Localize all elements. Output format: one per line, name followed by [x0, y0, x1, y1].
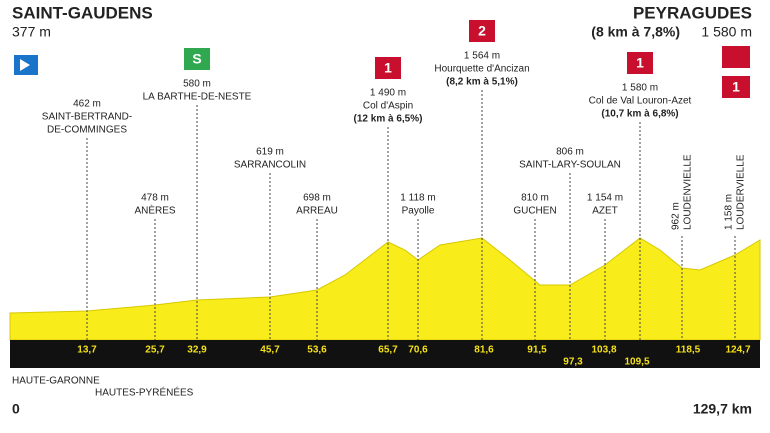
- sprint-icon: [184, 48, 210, 70]
- waypoint-name: LOUDENVIELLE: [683, 154, 694, 230]
- waypoint-name: AZET: [592, 206, 618, 217]
- waypoint-altitude: 1 580 m: [622, 83, 658, 94]
- km-mark: 91,5: [527, 345, 547, 356]
- km-mark: 45,7: [260, 345, 280, 356]
- finish-category: 1: [732, 79, 740, 95]
- waypoint-climb: (12 km à 6,5%): [354, 114, 423, 125]
- waypoint-label: 962 m LOUDENVIELLE: [671, 154, 694, 230]
- climb-category: 2: [478, 23, 486, 39]
- waypoint-altitude: 806 m: [556, 147, 584, 158]
- km-mark: 53,6: [307, 345, 327, 356]
- waypoint-name: SAINT-BERTRAND-: [42, 112, 132, 123]
- km-mark: 70,6: [408, 345, 428, 356]
- start-altitude: 377 m: [12, 24, 51, 40]
- start-km: 0: [12, 401, 20, 417]
- waypoint-name: DE-COMMINGES: [47, 125, 127, 136]
- km-mark: 118,5: [676, 345, 701, 356]
- km-mark: 32,9: [187, 345, 207, 356]
- elevation-profile: [9, 237, 761, 341]
- waypoint-name: ARREAU: [296, 206, 338, 217]
- waypoint-name: SARRANCOLIN: [234, 160, 306, 171]
- waypoint-climb: (8,2 km à 5,1%): [446, 77, 518, 88]
- start-name: SAINT-GAUDENS: [12, 3, 153, 22]
- waypoint-altitude: 1 490 m: [370, 88, 406, 99]
- km-mark: 103,8: [591, 345, 616, 356]
- waypoint-name: ANÈRES: [134, 204, 175, 217]
- climb-icon: [627, 52, 653, 74]
- start-arrow: [20, 59, 30, 71]
- waypoint-altitude: 1 118 m: [400, 193, 435, 204]
- climb-icon: [469, 20, 495, 42]
- waypoint-name: Col d'Aspin: [363, 101, 413, 112]
- region: HAUTE-GARONNE: [12, 376, 100, 387]
- waypoint-name: LA BARTHE-DE-NESTE: [143, 92, 252, 103]
- waypoint-name: LOUDERVIELLE: [736, 154, 747, 230]
- finish-altitude: 1 580 m: [701, 24, 752, 40]
- km-bar: [10, 340, 760, 368]
- climb-category: 1: [636, 55, 644, 71]
- km-mark: 97,3: [563, 357, 583, 368]
- waypoint-altitude: 810 m: [521, 193, 549, 204]
- finish-name: PEYRAGUDES: [633, 3, 752, 22]
- waypoint-altitude: 1 154 m: [587, 193, 623, 204]
- waypoint-label: 1 158 m LOUDERVIELLE: [724, 154, 747, 230]
- waypoint-name: Col de Val Louron-Azet: [589, 96, 692, 107]
- climb-icon: [375, 57, 401, 79]
- waypoint-altitude: 698 m: [303, 193, 331, 204]
- climb-category: 1: [384, 60, 392, 76]
- waypoint-altitude: 478 m: [141, 193, 169, 204]
- waypoint-name: Hourquette d'Ancizan: [434, 64, 529, 75]
- waypoint-altitude: 1 564 m: [464, 51, 500, 62]
- waypoint-name: GUCHEN: [513, 206, 556, 217]
- km-mark: 65,7: [378, 345, 398, 356]
- finish-climb: (8 km à 7,8%): [591, 24, 680, 40]
- km-mark: 25,7: [145, 345, 165, 356]
- region: HAUTES-PYRÉNÉES: [95, 386, 194, 399]
- km-mark: 13,7: [77, 345, 97, 356]
- waypoint-altitude: 580 m: [183, 79, 211, 90]
- waypoint-name: Payolle: [402, 206, 435, 217]
- km-mark: 81,6: [474, 345, 494, 356]
- finish-category-icon: [722, 76, 750, 98]
- finish-km: 129,7 km: [693, 401, 752, 417]
- waypoint-climb: (10,7 km à 6,8%): [601, 109, 678, 120]
- waypoint-altitude: 619 m: [256, 147, 284, 158]
- km-mark: 109,5: [624, 357, 649, 368]
- km-mark: 124,7: [725, 345, 750, 356]
- waypoint-altitude: 962 m: [671, 202, 682, 230]
- waypoint-altitude: 462 m: [73, 99, 101, 110]
- finish-flag: [722, 46, 750, 68]
- waypoint-name: SAINT-LARY-SOULAN: [519, 160, 621, 171]
- sprint-label: S: [192, 51, 201, 67]
- waypoint-altitude: 1 158 m: [724, 194, 735, 230]
